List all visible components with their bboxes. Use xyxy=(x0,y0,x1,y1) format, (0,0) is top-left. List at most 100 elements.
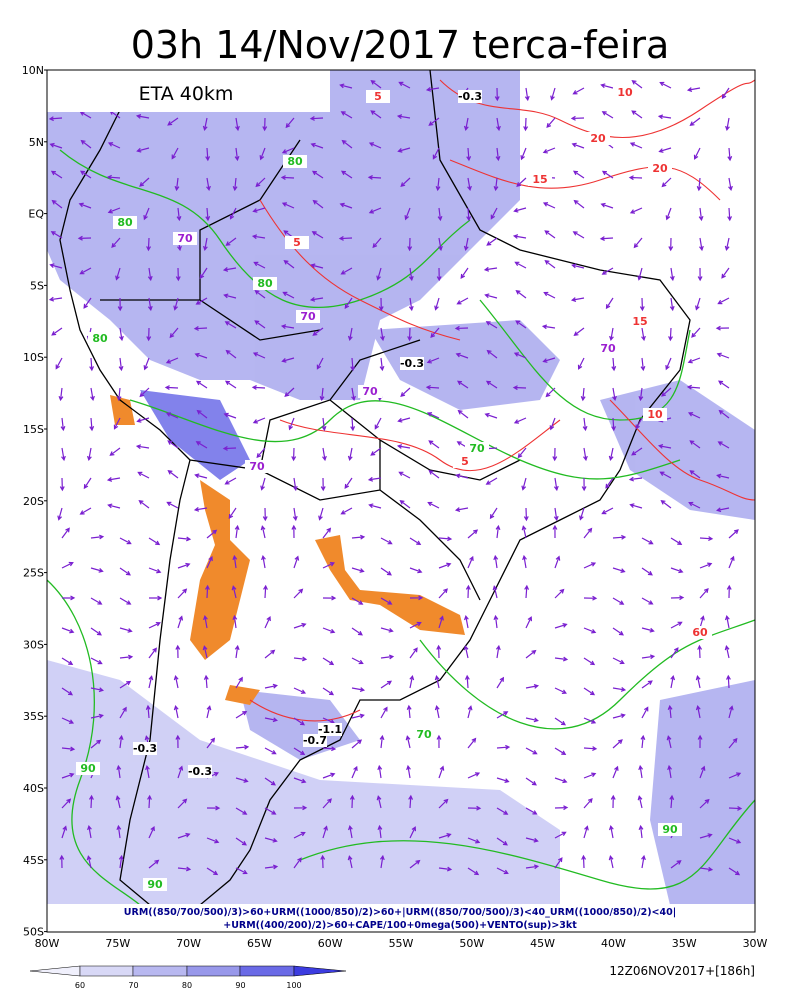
wind-arrow xyxy=(517,447,527,459)
wind-arrow xyxy=(428,470,440,479)
contour-label: 70 xyxy=(362,385,378,398)
wind-arrow xyxy=(660,499,672,509)
wind-arrow xyxy=(467,837,481,844)
wind-arrow xyxy=(107,142,121,149)
latitude-label: 40S xyxy=(23,782,44,795)
wind-arrow xyxy=(206,555,213,569)
wind-arrow xyxy=(406,764,411,779)
wind-arrow xyxy=(234,147,240,162)
wind-arrow xyxy=(173,675,179,689)
wind-arrow xyxy=(90,713,104,719)
wind-arrow xyxy=(612,765,619,779)
wind-arrow xyxy=(344,297,353,310)
latitude-label: EQ xyxy=(28,208,44,221)
wind-arrow xyxy=(661,387,672,397)
wind-arrow xyxy=(177,536,192,542)
contour-label: -0.7 xyxy=(303,734,327,747)
wind-arrow xyxy=(322,595,337,601)
latitude-label: 50S xyxy=(23,926,44,939)
wind-arrow xyxy=(80,170,92,179)
wind-arrow xyxy=(206,805,221,811)
wind-arrow xyxy=(118,734,124,749)
wind-arrow xyxy=(350,417,356,432)
humidity-area xyxy=(370,320,560,410)
contour-label-bg xyxy=(318,723,342,736)
wind-arrow xyxy=(252,417,266,424)
wind-arrow xyxy=(583,717,597,724)
contour-label: 5 xyxy=(374,90,382,103)
wind-arrow xyxy=(728,555,735,569)
wind-arrow xyxy=(436,734,442,749)
wind-arrow xyxy=(224,380,237,389)
wind-arrow xyxy=(59,477,65,492)
wind-arrow xyxy=(426,412,440,419)
colorbar-segment xyxy=(186,965,241,977)
wind-arrow xyxy=(512,385,527,391)
wind-arrow xyxy=(234,644,240,659)
wind-arrow xyxy=(638,764,644,779)
colorbar-label: 100 xyxy=(286,981,301,990)
longitude-label: 40W xyxy=(601,937,626,950)
contour xyxy=(609,399,756,501)
contour-label-bg xyxy=(453,455,477,468)
wind-arrow xyxy=(641,327,646,342)
colorbar-label: 90 xyxy=(235,981,245,990)
wind-arrow xyxy=(612,534,627,540)
contour-label-bg xyxy=(113,216,137,229)
wind-arrow xyxy=(629,503,643,509)
wind-arrow xyxy=(370,447,382,456)
contour-label: -0.3 xyxy=(400,357,424,370)
wind-arrow xyxy=(350,357,356,372)
contour-label-bg xyxy=(143,878,167,891)
wind-arrow xyxy=(61,595,76,601)
wind-arrow xyxy=(513,207,527,213)
wind-arrow xyxy=(436,267,442,282)
contour xyxy=(449,159,721,201)
wind-arrow xyxy=(232,614,238,629)
wind-arrow xyxy=(641,854,646,869)
wind-arrow xyxy=(254,320,266,329)
wind-arrow xyxy=(143,357,150,371)
wind-arrow xyxy=(177,562,191,569)
wind-arrow xyxy=(322,825,328,839)
wind-arrow xyxy=(196,409,208,419)
wind-arrow xyxy=(147,297,153,312)
wind-arrow xyxy=(465,584,471,599)
wind-arrow xyxy=(514,261,527,269)
contour-label: 15 xyxy=(632,315,647,328)
wind-arrow xyxy=(513,352,527,359)
coastlines xyxy=(59,69,691,906)
latitude-label: 5S xyxy=(30,279,44,292)
wind-arrow xyxy=(284,387,295,398)
contour-label-bg xyxy=(400,357,424,370)
wind-arrow xyxy=(367,476,382,482)
wind-arrow xyxy=(408,267,414,282)
wind-arrow xyxy=(143,207,150,221)
wind-arrow xyxy=(205,207,211,222)
wind-arrow xyxy=(379,357,385,372)
wind-arrow xyxy=(573,327,585,337)
wind-arrow xyxy=(61,798,72,809)
wind-arrow xyxy=(309,116,324,121)
wind-arrow xyxy=(495,147,501,162)
contour-label-bg xyxy=(303,734,327,747)
wind-arrow xyxy=(107,503,121,509)
wind-arrow xyxy=(380,597,393,605)
wind-arrow xyxy=(637,267,643,281)
wind-arrow xyxy=(60,417,66,432)
wind-arrow xyxy=(90,597,103,605)
wind-arrow xyxy=(544,230,556,239)
latitude-label: 5N xyxy=(29,136,44,149)
wind-arrow xyxy=(728,177,733,192)
wind-arrow xyxy=(601,170,614,179)
wind-arrow xyxy=(726,674,731,689)
wind-arrow xyxy=(716,507,730,513)
wind-arrow xyxy=(669,297,675,312)
wind-arrow xyxy=(351,567,365,573)
contour-label: 70 xyxy=(600,342,616,355)
wind-arrow xyxy=(579,507,585,521)
wind-arrow xyxy=(543,291,556,299)
wind-arrow xyxy=(260,525,266,539)
wind-arrow xyxy=(639,297,645,312)
contour-label: 5 xyxy=(461,455,469,468)
